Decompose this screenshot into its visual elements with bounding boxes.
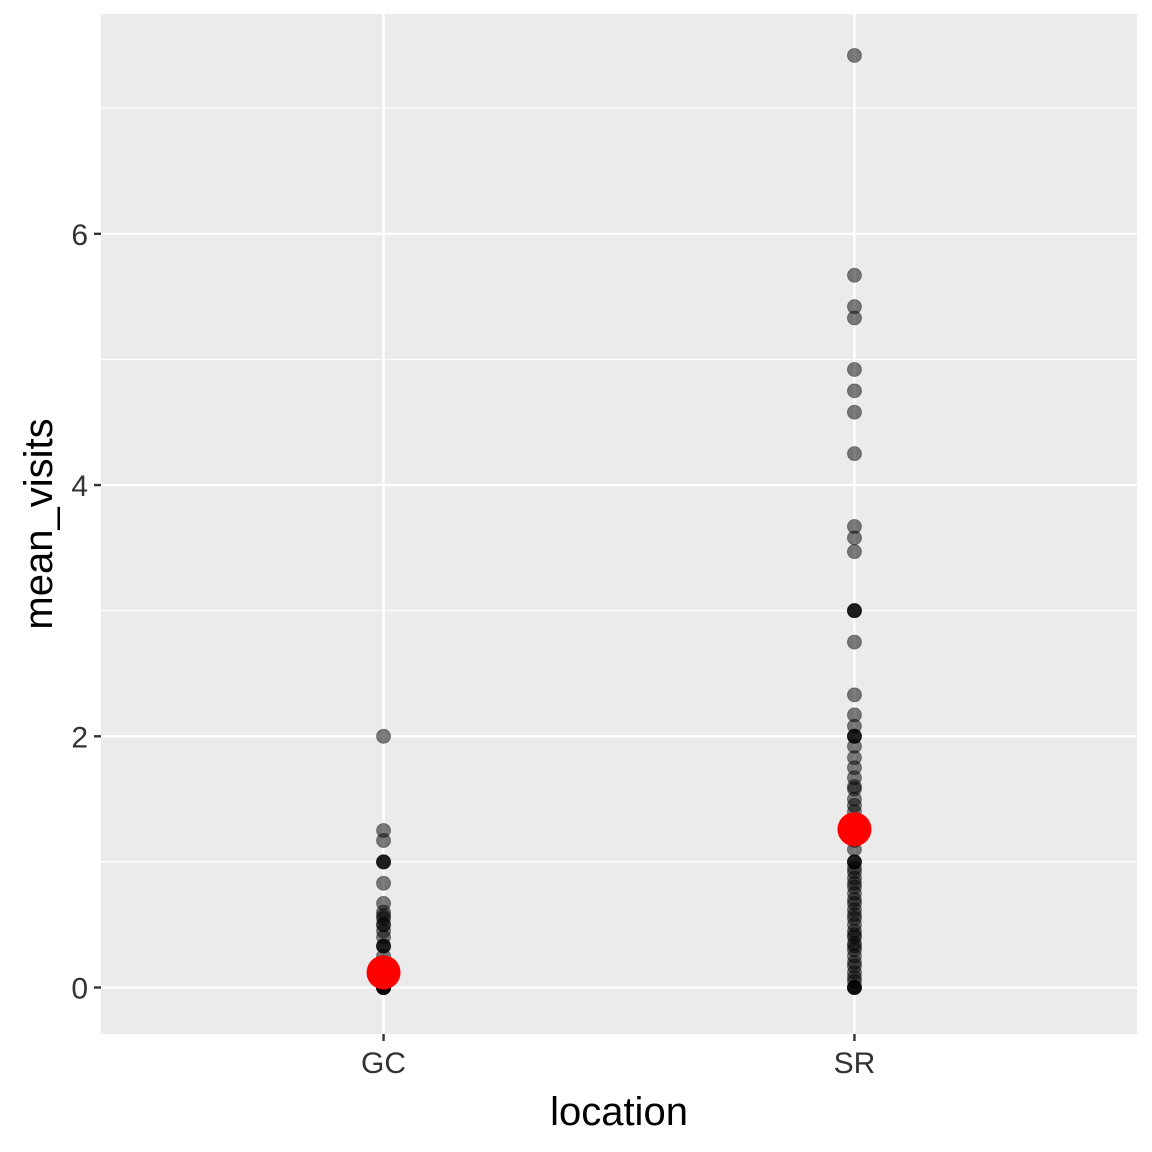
data-point <box>846 47 862 63</box>
data-point <box>846 687 862 703</box>
data-point <box>376 728 392 744</box>
data-point <box>846 267 862 283</box>
y-tick-label: 0 <box>71 973 88 1006</box>
data-point <box>846 361 862 377</box>
data-point <box>846 980 862 996</box>
y-tick-label: 2 <box>71 721 88 754</box>
mean-points <box>366 812 872 990</box>
data-point <box>846 603 862 619</box>
data-point <box>846 634 862 650</box>
plot-panel <box>101 14 1137 1034</box>
data-point <box>846 544 862 560</box>
x-axis-title: location <box>550 1090 688 1134</box>
data-point <box>376 854 392 870</box>
data-point <box>376 875 392 891</box>
data-point <box>846 310 862 326</box>
x-tick-label: SR <box>834 1047 876 1080</box>
axes: 0 2 4 6 GC SR <box>71 219 875 1080</box>
mean-point <box>366 955 401 990</box>
data-points <box>376 47 862 996</box>
mean-point <box>837 812 872 847</box>
y-tick-label: 6 <box>71 219 88 252</box>
y-tick-label: 4 <box>71 470 88 503</box>
data-point <box>376 833 392 849</box>
data-point <box>846 404 862 420</box>
x-tick-label: GC <box>361 1047 406 1080</box>
data-point <box>846 383 862 399</box>
data-point <box>846 530 862 546</box>
data-point <box>846 446 862 462</box>
y-axis-title: mean_visits <box>17 418 61 629</box>
